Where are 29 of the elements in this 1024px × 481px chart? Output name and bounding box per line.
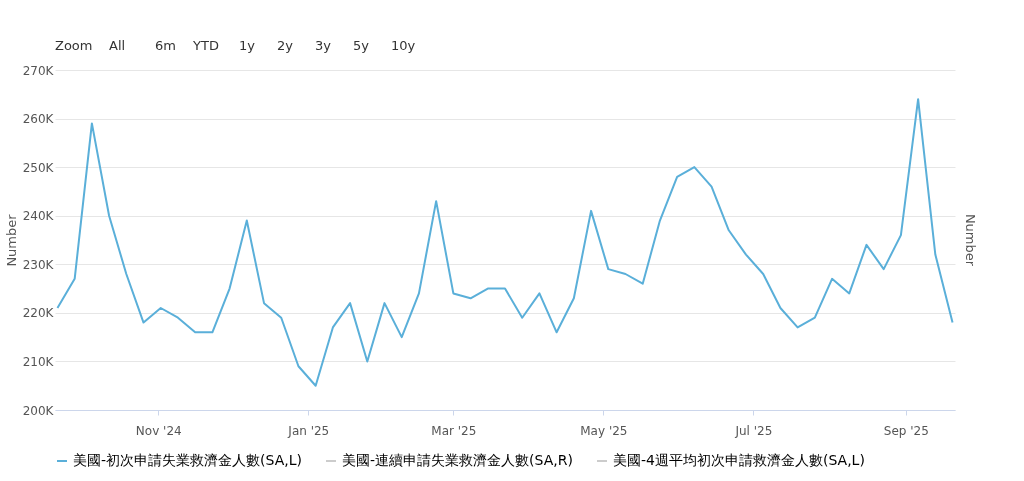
y-axis-title: Number xyxy=(3,213,19,267)
text: 10y xyxy=(391,38,416,53)
y-tick-label: 230K xyxy=(22,257,55,272)
line-series xyxy=(56,98,954,387)
text: All xyxy=(109,38,126,53)
text: 1y xyxy=(239,38,256,53)
y2-axis-title: Number xyxy=(963,213,978,267)
x-tick-label: Nov '24 xyxy=(135,423,182,438)
legend-label: 美國-連續申請失業救濟金人數(SA,R) xyxy=(342,452,573,468)
y-tick-label: 210K xyxy=(22,354,55,369)
y-tick-label: 250K xyxy=(22,160,55,175)
legend-label: 美國-初次申請失業救濟金人數(SA,L) xyxy=(73,452,302,468)
x-tick-label: Mar '25 xyxy=(431,423,477,438)
x-tick-label: May '25 xyxy=(580,423,628,438)
text: 5y xyxy=(353,38,370,53)
y-tick-label: 240K xyxy=(22,209,55,224)
text: 3y xyxy=(315,38,332,53)
y-tick-label: 260K xyxy=(22,112,55,127)
x-tick-label: Sep '25 xyxy=(883,423,929,438)
legend-label: 美國-4週平均初次申請救濟金人數(SA,L) xyxy=(613,452,865,468)
text: YTD xyxy=(192,38,219,53)
y-tick-label: 270K xyxy=(22,63,55,78)
text: 2y xyxy=(277,38,294,53)
text: 6m xyxy=(155,38,176,53)
x-tick-label: Jan '25 xyxy=(287,423,330,438)
x-tick-label: Jul '25 xyxy=(734,423,773,438)
text: Zoom xyxy=(55,38,93,53)
y-tick-label: 220K xyxy=(22,306,55,321)
y-tick-label: 200K xyxy=(22,403,55,418)
